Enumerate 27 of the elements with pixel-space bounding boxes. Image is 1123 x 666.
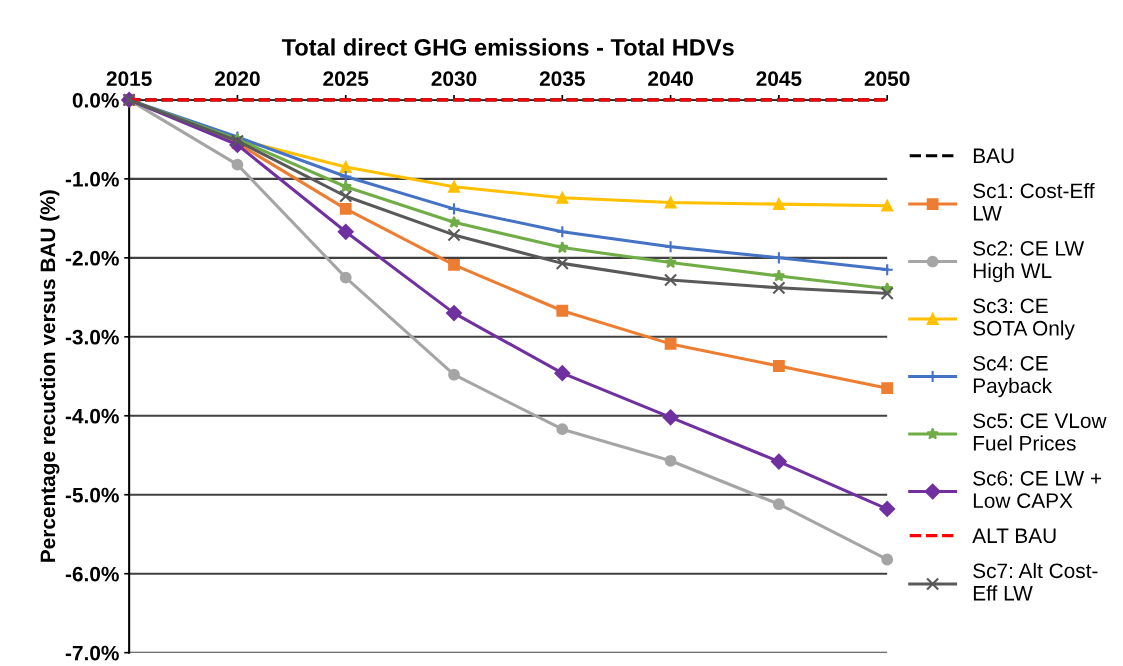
y-tick-label: -2.0% bbox=[65, 250, 119, 266]
y-tick-label: -7.0% bbox=[65, 645, 119, 661]
legend-label: Sc1: Cost-Eff LW bbox=[973, 182, 1095, 221]
y-tick-label: -3.0% bbox=[65, 329, 119, 345]
legend-label: ALT BAU bbox=[972, 528, 1056, 544]
x-tick-label: 2030 bbox=[431, 71, 477, 87]
legend-label: Sc7: Alt Cost- Eff LW bbox=[973, 562, 1098, 601]
y-axis-title: Percentage recuction versus BAU (%) bbox=[39, 190, 60, 562]
x-tick-label: 2045 bbox=[756, 71, 802, 87]
legend-label: Sc5: CE VLow Fuel Prices bbox=[973, 413, 1107, 451]
legend-label: Sc4: CE Payback bbox=[973, 355, 1053, 398]
x-tick-label: 2020 bbox=[214, 71, 260, 87]
y-tick-label: 0.0% bbox=[72, 92, 119, 108]
x-tick-label: 2025 bbox=[323, 71, 369, 87]
y-tick-label: -6.0% bbox=[65, 566, 119, 582]
y-tick-label: -5.0% bbox=[65, 487, 119, 503]
x-tick-label: 2035 bbox=[539, 71, 585, 87]
legend-label: Sc6: CE LW + Low CAPX bbox=[973, 470, 1102, 509]
legend-label: Sc2: CE LW High WL bbox=[973, 240, 1085, 283]
legend-label: BAU bbox=[973, 148, 1014, 164]
x-tick-label: 2050 bbox=[864, 71, 910, 87]
x-tick-label: 2015 bbox=[106, 71, 152, 87]
legend-label: Sc3: CE SOTA Only bbox=[973, 298, 1075, 340]
y-tick-label: -1.0% bbox=[65, 171, 119, 187]
y-tick-label: -4.0% bbox=[65, 408, 119, 424]
chart-title: Total direct GHG emissions - Total HDVs bbox=[281, 38, 734, 56]
x-tick-label: 2040 bbox=[648, 71, 693, 87]
